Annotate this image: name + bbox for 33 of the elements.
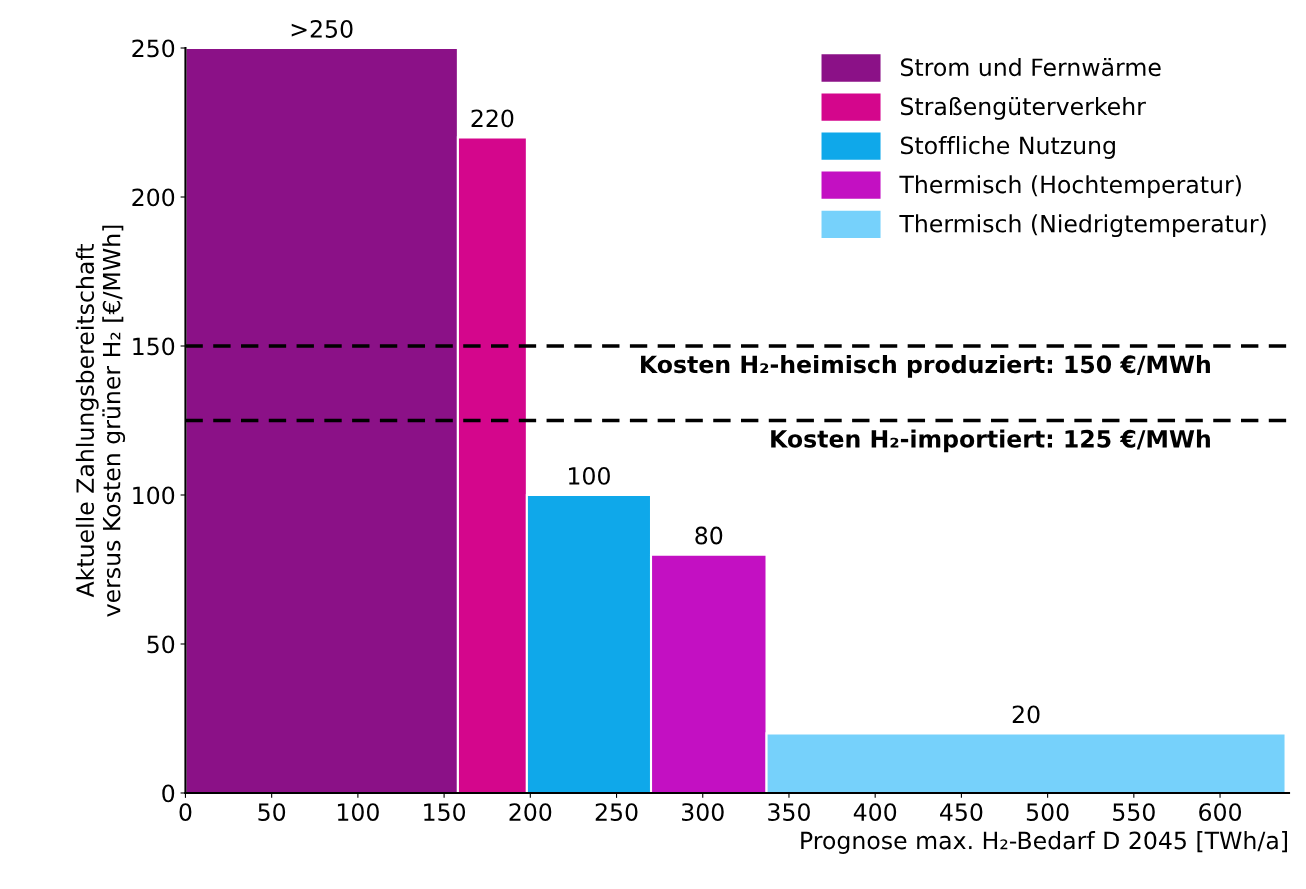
legend-label: Strom und Fernwärme <box>900 57 1161 77</box>
data-label: 20 <box>1012 705 1040 724</box>
y-tick-label: 50 <box>147 635 175 654</box>
x-tick-label: 350 <box>768 803 810 821</box>
x-tick-label: 600 <box>1199 803 1242 821</box>
legend-label: Stoffliche Nutzung <box>900 136 1115 159</box>
x-axis-title: Prognose max. H₂-Bedarf D 2045 [TWh/a] <box>801 831 1287 854</box>
y-axis-title: Aktuelle Zahlungsbereitschaft versus Kosten grüner H₂ [€/MWh] <box>75 225 126 617</box>
x-tick-label: 450 <box>940 803 983 821</box>
y-tick-label: 250 <box>132 39 175 58</box>
legend-label: Straßengüterverkehr <box>900 96 1146 120</box>
x-tick-label: 200 <box>509 803 552 821</box>
x-tick-label: 300 <box>682 803 724 821</box>
ref-line-label: Kosten H₂-heimisch produziert: 150 €/MWh <box>641 354 1210 378</box>
x-tick-label: 50 <box>258 803 286 821</box>
x-tick-label: 550 <box>1113 803 1155 821</box>
y-tick-label: 150 <box>133 337 175 356</box>
legend-label: Thermisch (Niedrigtemperatur) <box>899 214 1266 238</box>
y-tick-label: 0 <box>162 784 175 803</box>
ref-line-label: Kosten H₂-importiert: 125 €/MWh <box>771 429 1210 453</box>
x-tick-label: 100 <box>337 803 379 821</box>
legend-label: Thermisch (Hochtemperatur) <box>899 175 1241 198</box>
x-tick-label: 500 <box>1026 803 1069 821</box>
x-tick-label: 0 <box>179 803 192 821</box>
x-tick-label: 250 <box>595 803 638 821</box>
y-tick-label: 200 <box>132 188 175 207</box>
data-label: 80 <box>695 526 723 545</box>
x-tick-label: 400 <box>853 803 897 821</box>
data-label: 220 <box>471 109 514 128</box>
y-tick-label: 100 <box>133 486 175 505</box>
data-label: 100 <box>569 467 610 485</box>
x-tick-label: 150 <box>424 803 466 821</box>
data-label: >250 <box>291 20 353 38</box>
